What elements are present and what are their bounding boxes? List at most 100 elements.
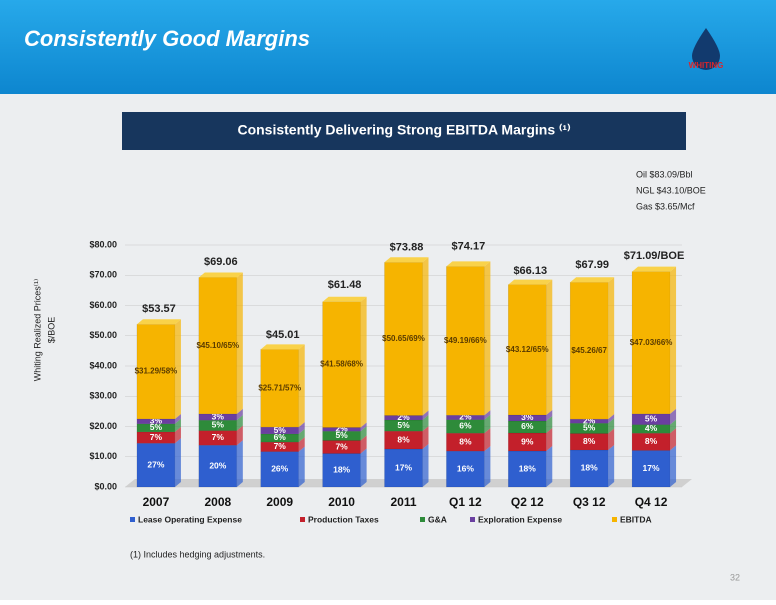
bar-top bbox=[570, 277, 615, 283]
segment-label: 8% bbox=[583, 436, 596, 446]
segment-label: 20% bbox=[209, 460, 226, 470]
total-label: $66.13 bbox=[513, 265, 547, 277]
y-axis-unit: $/BOE bbox=[46, 317, 56, 344]
bar-side bbox=[484, 446, 491, 487]
total-label: $74.17 bbox=[452, 241, 486, 253]
bar-segment bbox=[446, 266, 485, 416]
legend-label: G&A bbox=[428, 514, 447, 524]
segment-label: 7% bbox=[335, 441, 348, 451]
segment-label: 4% bbox=[645, 423, 658, 433]
bar-side bbox=[670, 428, 677, 451]
segment-label: 27% bbox=[147, 459, 164, 469]
segment-label: 17% bbox=[395, 462, 412, 472]
bar-side bbox=[174, 319, 181, 419]
segment-label: 2% bbox=[397, 412, 410, 422]
y-tick-label: $50.00 bbox=[89, 330, 117, 340]
bar-segment bbox=[136, 443, 176, 488]
bar-side bbox=[608, 428, 615, 450]
x-tick-label: Q3 12 bbox=[573, 495, 606, 509]
bar-segment bbox=[260, 451, 299, 488]
bar-side bbox=[360, 448, 367, 487]
y-tick-label: $70.00 bbox=[89, 270, 117, 280]
logo-text: WHITING bbox=[689, 61, 724, 70]
bar-side bbox=[546, 410, 553, 421]
x-tick-label: 2010 bbox=[328, 495, 355, 509]
bar-side bbox=[298, 428, 305, 443]
segment-label: 6% bbox=[459, 421, 472, 431]
x-tick-label: Q2 12 bbox=[511, 495, 544, 509]
bar-side bbox=[422, 444, 429, 487]
bar-side bbox=[608, 418, 615, 434]
bar-side bbox=[174, 426, 181, 444]
banner-text: Consistently Delivering Strong EBITDA Ma… bbox=[237, 122, 570, 138]
bar-side bbox=[546, 279, 553, 416]
bar-side bbox=[484, 414, 491, 434]
bar-segment bbox=[508, 284, 547, 416]
bar-side bbox=[236, 272, 243, 414]
segment-label: 5% bbox=[583, 423, 596, 433]
bar-top bbox=[384, 257, 429, 263]
bar-segment bbox=[631, 271, 671, 415]
y-tick-label: $80.00 bbox=[89, 239, 117, 249]
bar-top bbox=[508, 279, 553, 285]
bar-side bbox=[360, 426, 367, 441]
bar-top bbox=[322, 296, 367, 302]
segment-label: $45.26/67 bbox=[571, 346, 607, 355]
bar-top bbox=[446, 261, 491, 267]
banner bbox=[122, 112, 686, 150]
x-tick-label: 2009 bbox=[266, 495, 293, 509]
bar-side bbox=[360, 296, 367, 428]
y-tick-label: $20.00 bbox=[89, 421, 117, 431]
legend-swatch bbox=[420, 517, 425, 522]
bar-side bbox=[670, 408, 677, 425]
segment-label: 5% bbox=[335, 430, 348, 440]
bar-side bbox=[484, 261, 491, 416]
x-tick-label: 2007 bbox=[143, 495, 170, 509]
segment-label: 26% bbox=[271, 464, 288, 474]
bar-segment bbox=[384, 262, 423, 416]
segment-label: 5% bbox=[645, 414, 658, 424]
segment-label: 3% bbox=[521, 412, 534, 422]
segment-label: $47.03/66% bbox=[630, 338, 673, 347]
bar-side bbox=[670, 266, 677, 414]
segment-label: 7% bbox=[274, 441, 287, 451]
segment-label: 3% bbox=[212, 411, 225, 421]
total-label: $61.48 bbox=[328, 279, 362, 291]
segment-label: 18% bbox=[581, 463, 598, 473]
bar-side bbox=[422, 414, 429, 432]
total-label: $45.01 bbox=[266, 329, 300, 341]
bar-side bbox=[670, 419, 677, 434]
segment-label: $49.19/66% bbox=[444, 336, 487, 345]
total-label: $53.57 bbox=[142, 303, 176, 315]
segment-label: $31.29/58% bbox=[135, 367, 178, 376]
segment-label: 8% bbox=[645, 436, 658, 446]
bar-side bbox=[298, 446, 305, 487]
total-label: $67.99 bbox=[575, 259, 609, 271]
segment-label: $43.12/65% bbox=[506, 345, 549, 354]
segment-label: 2% bbox=[583, 415, 596, 425]
bar-side bbox=[484, 410, 491, 420]
legend-swatch bbox=[612, 517, 617, 522]
bar-side bbox=[422, 426, 429, 450]
legend-label: Production Taxes bbox=[308, 514, 379, 524]
segment-label: $50.65/69% bbox=[382, 334, 425, 343]
slide-title: Consistently Good Margins bbox=[24, 26, 310, 51]
x-tick-label: Q4 12 bbox=[635, 495, 668, 509]
segment-label: 18% bbox=[333, 465, 350, 475]
y-tick-label: $60.00 bbox=[89, 300, 117, 310]
segment-label: 6% bbox=[521, 421, 534, 431]
y-axis-title: Whiting Realized Prices⁽¹⁾ $/BOE bbox=[32, 279, 56, 381]
bar-top bbox=[198, 272, 243, 278]
bar-side bbox=[546, 446, 553, 487]
segment-label: 7% bbox=[150, 432, 163, 442]
bar-side bbox=[608, 414, 615, 424]
segment-label: $25.71/57% bbox=[258, 383, 301, 392]
bar-side bbox=[236, 440, 243, 487]
bar-top bbox=[260, 344, 305, 350]
page-number: 32 bbox=[730, 572, 740, 582]
bar-side bbox=[670, 445, 677, 487]
y-tick-label: $30.00 bbox=[89, 391, 117, 401]
x-tick-label: 2011 bbox=[390, 495, 416, 509]
bar-segment bbox=[446, 450, 485, 488]
